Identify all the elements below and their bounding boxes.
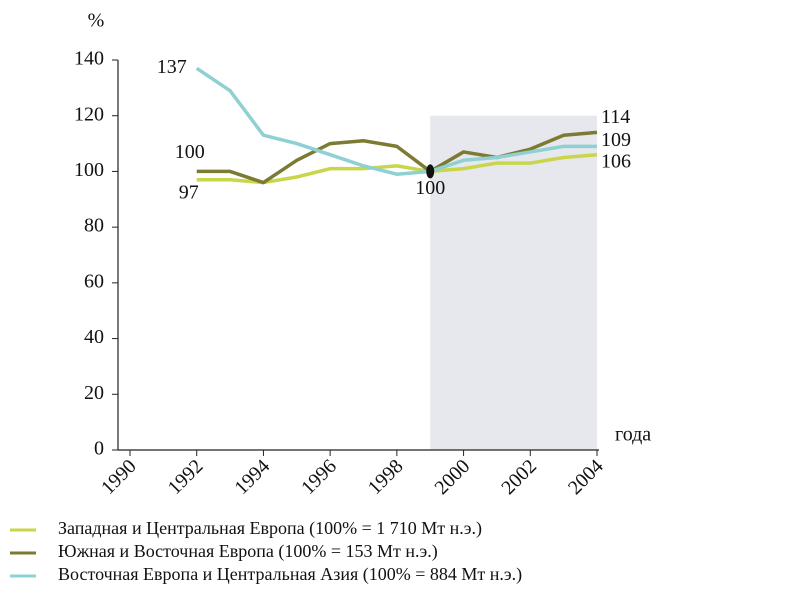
shaded-region <box>430 115 597 450</box>
data-label: 109 <box>601 129 631 151</box>
x-axis-label: года <box>615 424 651 446</box>
y-tick-label: 40 <box>84 326 104 348</box>
y-tick-label: 20 <box>84 382 104 404</box>
series-line <box>196 130 598 185</box>
y-tick-label: 0 <box>94 438 104 460</box>
data-label: 114 <box>601 106 630 128</box>
base-point <box>426 164 435 179</box>
legend-label: Южная и Восточная Европа (100% = 153 Мт … <box>58 541 438 562</box>
data-label: 106 <box>601 150 631 172</box>
x-tick-label: 2004 <box>564 455 608 499</box>
x-tick-label: 1994 <box>230 455 274 499</box>
x-tick-label: 2002 <box>497 455 541 499</box>
y-axis-label: % <box>88 10 105 32</box>
data-label: 137 <box>157 56 187 78</box>
data-label: 97 <box>179 181 199 203</box>
x-tick-label: 1998 <box>364 455 408 499</box>
x-tick-label: 1990 <box>97 455 141 499</box>
series-line <box>195 66 597 176</box>
x-tick-label: 2000 <box>431 455 475 499</box>
x-tick-label: 1992 <box>164 455 208 499</box>
y-tick-label: 80 <box>84 215 104 237</box>
y-tick-label: 100 <box>74 159 104 181</box>
data-label: 100 <box>175 141 205 163</box>
data-label: 100 <box>415 177 445 199</box>
legend-label: Восточная Европа и Центральная Азия (100… <box>58 564 522 585</box>
x-tick-label: 1996 <box>297 455 341 499</box>
legend-label: Западная и Центральная Европа (100% = 1 … <box>58 518 482 539</box>
y-tick-label: 60 <box>84 270 104 292</box>
y-tick-label: 120 <box>74 103 104 125</box>
y-tick-label: 140 <box>74 48 104 70</box>
